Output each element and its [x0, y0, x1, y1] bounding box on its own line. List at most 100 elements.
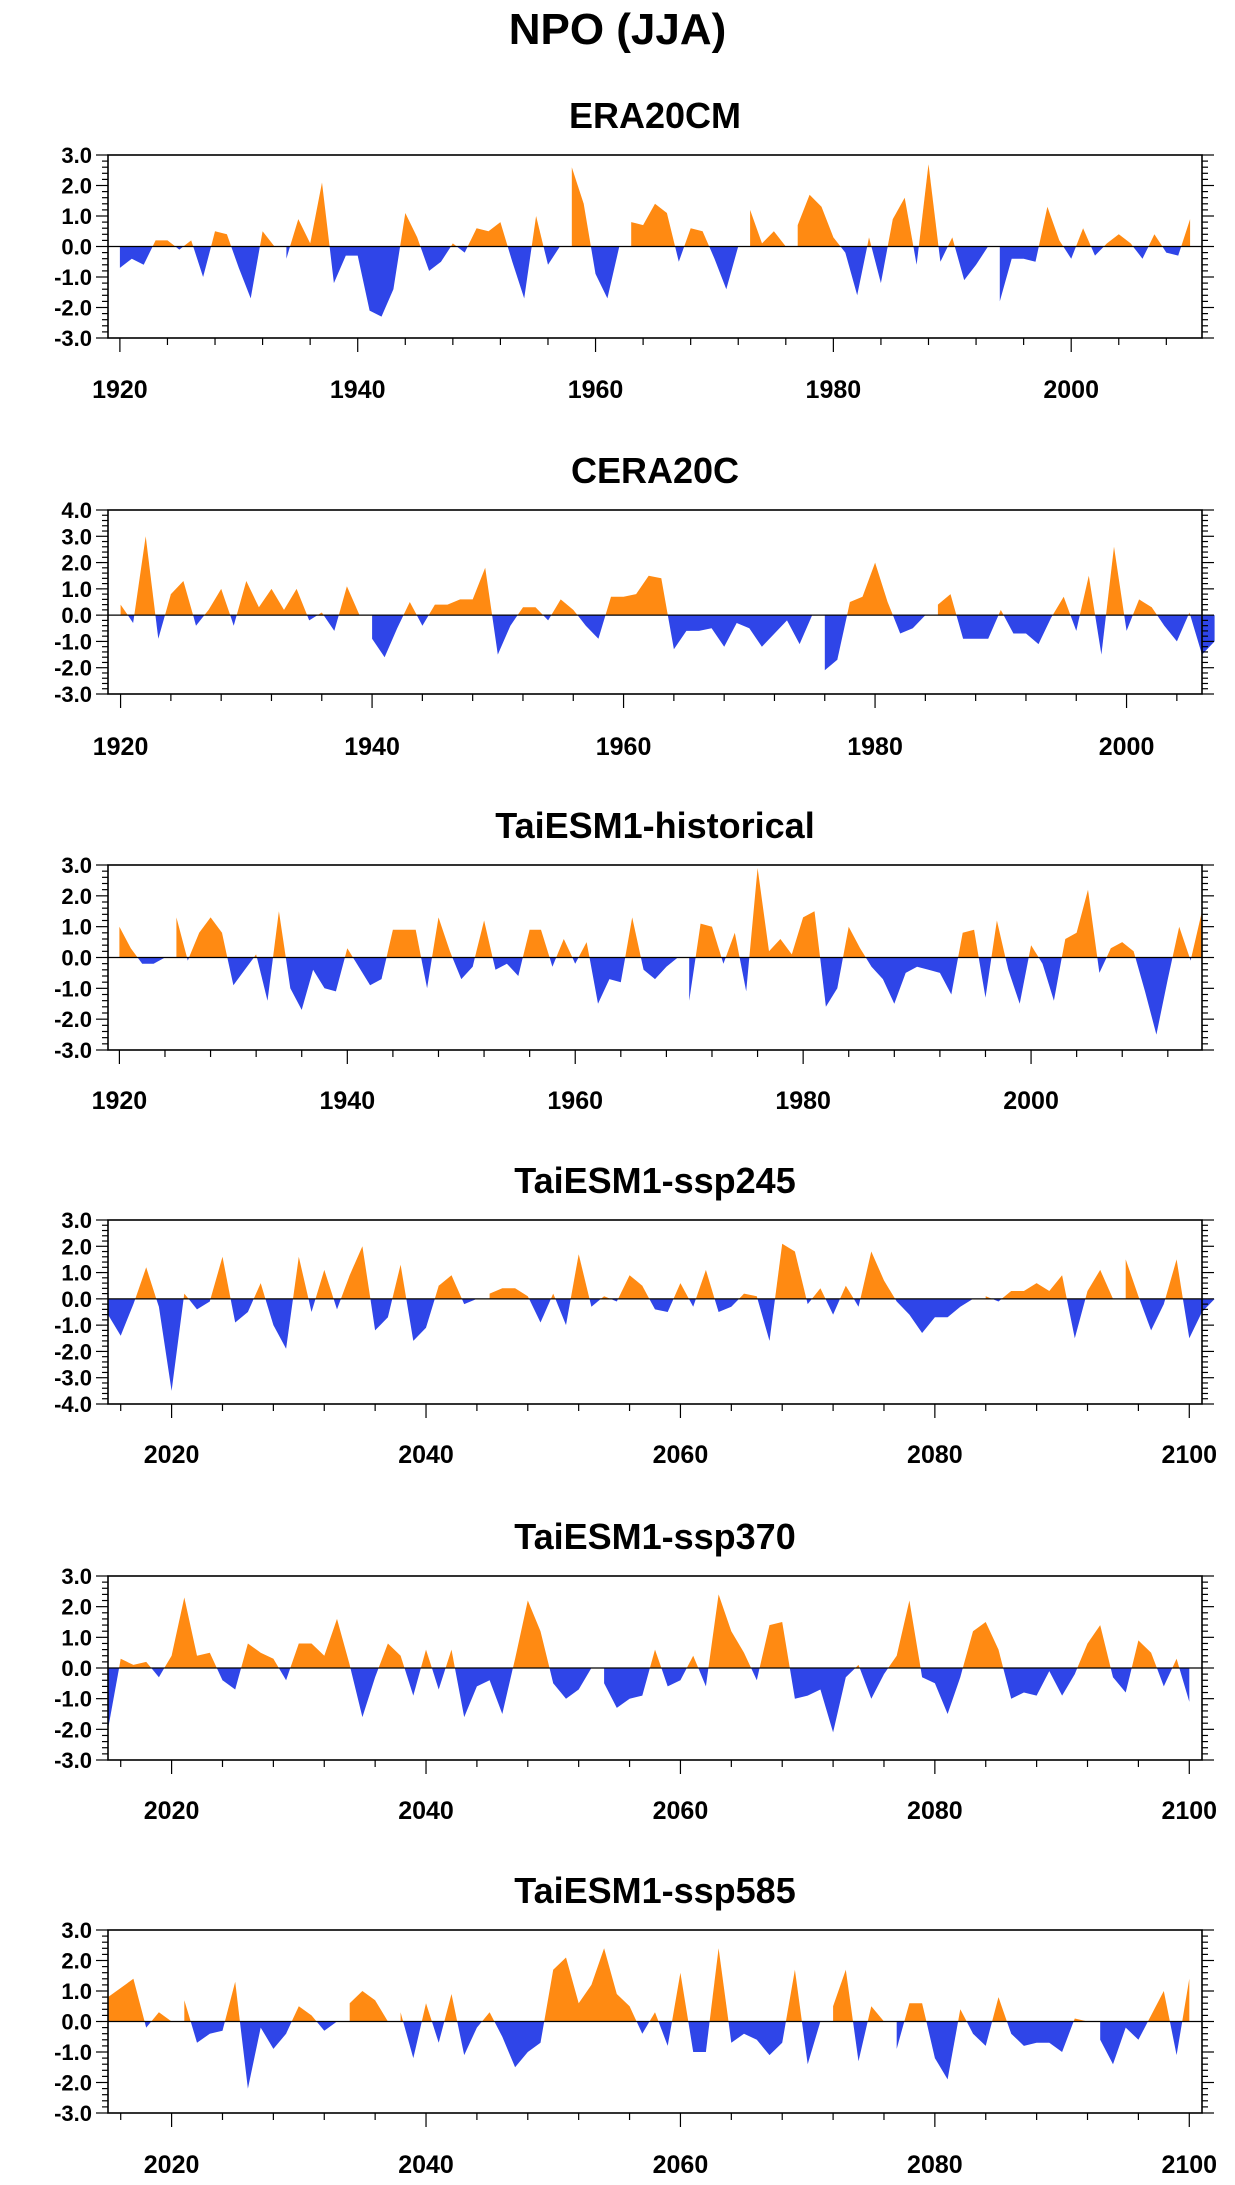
positive-anomaly-area — [947, 237, 955, 247]
negative-anomaly-area — [457, 2021, 482, 2056]
negative-anomaly-area — [193, 246, 212, 277]
positive-anomaly-area — [709, 1948, 729, 2022]
positive-anomaly-area — [904, 2003, 927, 2022]
negative-anomaly-area — [454, 1668, 513, 1718]
y-tick-label: -1.0 — [54, 629, 92, 654]
y-tick-label: 1.0 — [61, 915, 92, 940]
panel-title: TaiESM1-ssp370 — [514, 1516, 795, 1557]
positive-anomaly-area — [434, 1275, 462, 1299]
positive-anomaly-area — [183, 240, 194, 247]
positive-anomaly-area — [833, 1969, 853, 2022]
y-tick-label: -2.0 — [54, 1717, 92, 1742]
negative-anomaly-area — [698, 1668, 709, 1687]
negative-anomaly-area — [256, 957, 273, 1001]
negative-anomaly-area — [231, 246, 260, 299]
y-tick-label: 3.0 — [61, 853, 92, 878]
positive-anomaly-area — [649, 1649, 662, 1668]
negative-anomaly-area — [543, 246, 560, 265]
negative-anomaly-area — [175, 246, 184, 250]
positive-anomaly-area — [673, 1283, 689, 1299]
positive-anomaly-area — [888, 1600, 921, 1668]
negative-anomaly-area — [892, 615, 926, 634]
positive-anomaly-area — [1076, 228, 1091, 247]
positive-anomaly-area — [1103, 234, 1133, 247]
positive-anomaly-area — [695, 923, 722, 958]
negative-anomaly-area — [739, 957, 750, 992]
x-tick-label: 2080 — [907, 1441, 963, 1469]
y-tick-label: 1.0 — [61, 577, 92, 602]
panel-title: CERA20C — [571, 450, 739, 491]
positive-anomaly-area — [512, 1600, 550, 1668]
negative-anomaly-area — [431, 2021, 445, 2043]
positive-anomaly-area — [445, 1649, 455, 1668]
positive-anomaly-area — [840, 1285, 854, 1299]
panel-3: TaiESM1-historical 3.0 2.0 1.0 0.0 -1.0 -2.0 -3… — [54, 805, 1214, 1115]
x-tick-label: 1940 — [344, 733, 400, 761]
positive-anomaly-area — [867, 2006, 884, 2022]
y-tick-label: 0.0 — [61, 946, 92, 971]
positive-anomaly-area — [749, 868, 821, 958]
negative-anomaly-area — [1189, 957, 1192, 961]
positive-anomaly-area — [176, 917, 187, 958]
positive-anomaly-area — [420, 1649, 432, 1668]
y-tick-label: 2.0 — [61, 174, 92, 199]
y-tick-label: -1.0 — [54, 976, 92, 1001]
negative-anomaly-area — [824, 615, 848, 671]
positive-anomaly-area — [605, 575, 668, 616]
negative-anomaly-area — [1110, 1668, 1132, 1693]
negative-anomaly-area — [137, 957, 165, 964]
positive-anomaly-area — [290, 1618, 351, 1668]
y-tick-label: -3.0 — [54, 2101, 92, 2126]
negative-anomaly-area — [193, 615, 205, 626]
positive-anomaly-area — [1085, 1269, 1113, 1299]
panel-6: TaiESM1-ssp585 3.0 2.0 1.0 0.0 -1.0 -2.0 -3.0 20… — [54, 1870, 1217, 2179]
negative-anomaly-area — [1070, 615, 1080, 631]
negative-anomaly-area — [610, 1298, 619, 1302]
x-tick-label: 1960 — [596, 733, 652, 761]
negative-anomaly-area — [549, 957, 557, 967]
negative-anomaly-area — [789, 1668, 856, 1733]
negative-anomaly-area — [871, 246, 888, 284]
y-tick-label: -2.0 — [54, 1007, 92, 1032]
positive-anomaly-area — [649, 2012, 659, 2022]
negative-anomaly-area — [190, 2021, 225, 2043]
y-tick-label: -1.0 — [54, 265, 92, 290]
negative-anomaly-area — [757, 1298, 775, 1341]
negative-anomaly-area — [577, 615, 606, 639]
negative-anomaly-area — [239, 2021, 292, 2089]
positive-anomaly-area — [750, 209, 786, 247]
positive-anomaly-area — [290, 182, 330, 247]
negative-anomaly-area — [329, 246, 401, 317]
positive-anomaly-area — [338, 586, 360, 616]
positive-anomaly-area — [1172, 1658, 1180, 1668]
negative-anomaly-area — [636, 2021, 650, 2034]
negative-anomaly-area — [999, 246, 1039, 302]
positive-anomaly-area — [1191, 911, 1202, 958]
negative-anomaly-area — [420, 246, 451, 271]
negative-anomaly-area — [1003, 1668, 1078, 1699]
positive-anomaly-area — [421, 2003, 432, 2022]
positive-anomaly-area — [708, 1594, 752, 1668]
negative-anomaly-area — [721, 957, 726, 964]
y-tick-label: -3.0 — [54, 682, 92, 707]
negative-anomaly-area — [370, 1298, 393, 1331]
negative-anomaly-area — [227, 957, 254, 986]
y-tick-label: 3.0 — [61, 1208, 92, 1233]
positive-anomaly-area — [183, 1293, 189, 1299]
x-tick-label: 1960 — [568, 376, 624, 404]
negative-anomaly-area — [661, 1668, 687, 1687]
positive-anomaly-area — [164, 1597, 217, 1668]
negative-anomaly-area — [938, 246, 948, 262]
negative-anomaly-area — [431, 1668, 446, 1690]
x-tick-label: 2040 — [398, 1441, 454, 1469]
negative-anomaly-area — [978, 957, 992, 998]
y-tick-label: 2.0 — [61, 884, 92, 909]
positive-anomaly-area — [517, 607, 544, 616]
positive-anomaly-area — [1061, 889, 1098, 958]
negative-anomaly-area — [966, 2021, 993, 2046]
negative-anomaly-area — [403, 2021, 422, 2059]
negative-anomaly-area — [572, 957, 579, 964]
positive-anomaly-area — [958, 2009, 967, 2022]
negative-anomaly-area — [230, 1298, 254, 1323]
panel-title: ERA20CM — [569, 95, 741, 136]
